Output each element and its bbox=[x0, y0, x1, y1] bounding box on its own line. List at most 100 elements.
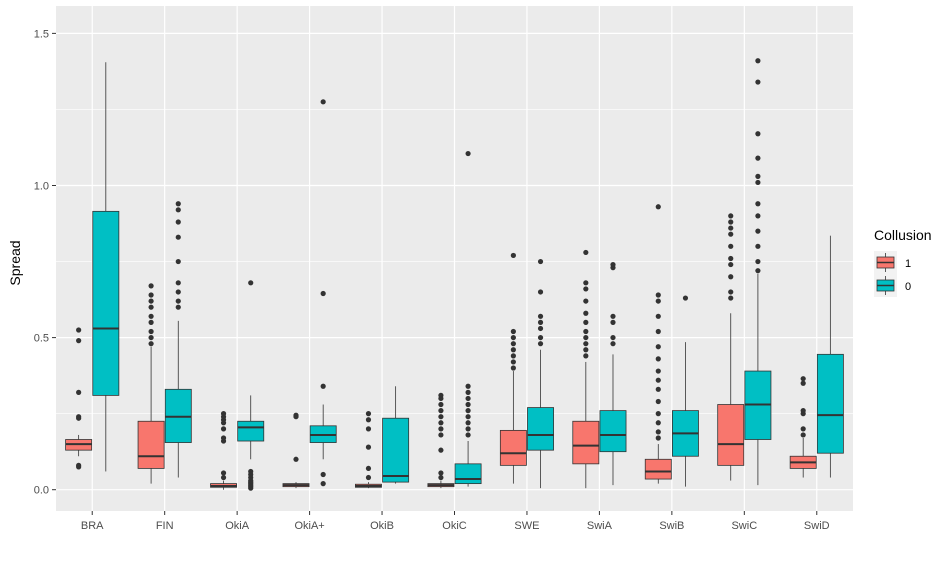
box-OkiA+-1 bbox=[282, 412, 310, 489]
x-tick-label: SwiB bbox=[659, 520, 684, 532]
outlier-point bbox=[148, 292, 154, 298]
x-tick-label: SwiD bbox=[804, 520, 830, 532]
outlier-point bbox=[148, 319, 154, 325]
outlier-point bbox=[438, 420, 444, 426]
outlier-point bbox=[610, 341, 616, 347]
outlier-point bbox=[755, 258, 761, 265]
outlier-point bbox=[438, 426, 444, 432]
outlier-point bbox=[465, 408, 471, 414]
outlier-point bbox=[465, 389, 471, 395]
outlier-point bbox=[220, 470, 227, 476]
outlier-point bbox=[510, 353, 516, 359]
outlier-point bbox=[655, 420, 661, 426]
outlier-point bbox=[148, 304, 154, 310]
box-FIN-0 bbox=[164, 201, 192, 478]
box-OkiC-1 bbox=[427, 392, 455, 489]
outlier-point bbox=[438, 401, 444, 408]
box-FIN-1 bbox=[137, 283, 165, 484]
outlier-point bbox=[800, 426, 806, 432]
outlier-point bbox=[610, 261, 616, 268]
outlier-point bbox=[682, 295, 689, 301]
outlier-point bbox=[583, 353, 589, 359]
outlier-point bbox=[655, 398, 661, 405]
outlier-point bbox=[655, 204, 661, 210]
outlier-point bbox=[655, 377, 661, 383]
outlier-point bbox=[365, 444, 372, 450]
y-tick-label: 0.0 bbox=[34, 485, 49, 497]
outlier-point bbox=[248, 280, 254, 286]
legend: Collusion 1 0 bbox=[874, 227, 932, 297]
outlier-point bbox=[320, 290, 326, 297]
outlier-point bbox=[365, 411, 372, 417]
outlier-point bbox=[655, 411, 661, 417]
x-tick-label: BRA bbox=[81, 520, 104, 532]
box-body bbox=[382, 417, 410, 483]
outlier-point bbox=[365, 426, 372, 432]
outlier-point bbox=[728, 219, 734, 225]
outlier-point bbox=[655, 368, 661, 374]
outlier-point bbox=[220, 474, 227, 481]
y-axis-label: Spread bbox=[7, 240, 23, 285]
outlier-point bbox=[755, 213, 761, 219]
outlier-point bbox=[438, 470, 444, 476]
outlier-point bbox=[293, 412, 299, 418]
outlier-point bbox=[148, 334, 154, 341]
outlier-point bbox=[465, 383, 471, 389]
outlier-point bbox=[583, 347, 589, 353]
outlier-point bbox=[728, 261, 734, 268]
outlier-point bbox=[537, 313, 544, 319]
outlier-point bbox=[76, 389, 82, 395]
box-SwiC-0 bbox=[744, 58, 772, 486]
outlier-point bbox=[728, 243, 734, 249]
outlier-point bbox=[175, 304, 181, 310]
x-tick-label: SWE bbox=[514, 520, 539, 532]
outlier-point bbox=[220, 426, 227, 432]
box-SwiA-0 bbox=[599, 261, 627, 486]
outlier-point bbox=[583, 298, 589, 304]
outlier-point bbox=[583, 341, 589, 347]
outlier-point bbox=[465, 395, 471, 402]
box-body bbox=[572, 420, 600, 465]
box-SWE-1 bbox=[499, 252, 527, 484]
outlier-point bbox=[583, 310, 589, 316]
outlier-point bbox=[365, 474, 372, 481]
outlier-point bbox=[76, 464, 82, 470]
outlier-point bbox=[175, 289, 181, 295]
box-SwiD-1 bbox=[789, 376, 817, 478]
y-tick-label: 1.5 bbox=[34, 28, 49, 40]
outlier-point bbox=[800, 376, 806, 382]
outlier-point bbox=[755, 243, 761, 249]
box-body bbox=[599, 410, 627, 453]
outlier-point bbox=[755, 58, 761, 64]
outlier-point bbox=[655, 386, 661, 392]
outlier-point bbox=[537, 289, 544, 295]
outlier-point bbox=[728, 295, 734, 301]
box-SwiD-0 bbox=[816, 235, 844, 478]
box-body bbox=[644, 458, 672, 480]
outlier-point bbox=[148, 283, 154, 289]
box-SWE-0 bbox=[527, 258, 554, 489]
box-BRA-1 bbox=[65, 327, 93, 470]
outlier-point bbox=[537, 341, 544, 347]
outlier-point bbox=[800, 408, 806, 414]
outlier-point bbox=[365, 417, 372, 423]
outlier-point bbox=[320, 481, 326, 487]
outlier-point bbox=[583, 286, 589, 292]
outlier-point bbox=[655, 429, 661, 435]
outlier-point bbox=[728, 213, 734, 219]
box-OkiA-1 bbox=[210, 411, 237, 490]
outlier-point bbox=[655, 298, 661, 304]
box-OkiA+-0 bbox=[309, 99, 337, 487]
outlier-point bbox=[76, 415, 82, 421]
outlier-point bbox=[728, 274, 734, 280]
outlier-point bbox=[220, 411, 227, 417]
outlier-point bbox=[510, 359, 516, 365]
outlier-point bbox=[175, 298, 181, 304]
outlier-point bbox=[465, 150, 471, 157]
outlier-point bbox=[465, 432, 471, 438]
box-SwiA-1 bbox=[572, 249, 600, 489]
outlier-point bbox=[655, 328, 661, 335]
axes: 0.0 0.5 1.0 1.5 BRA FIN OkiA OkiA+ OkiB OkiC SWE Sw… bbox=[34, 28, 830, 532]
outlier-point bbox=[175, 207, 181, 213]
